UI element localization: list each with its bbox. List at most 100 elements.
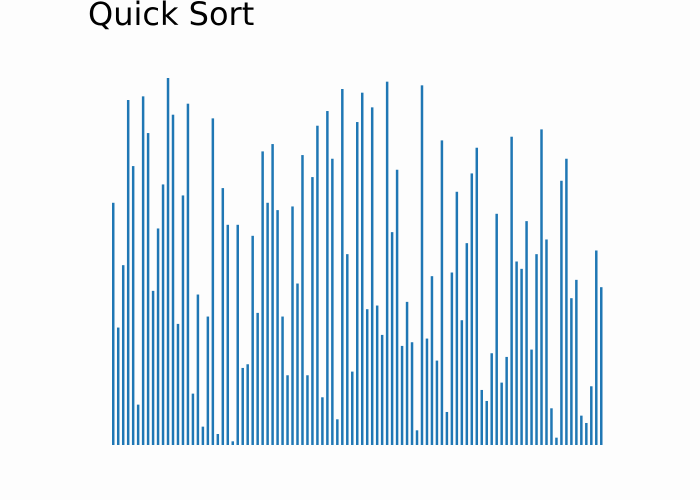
bar-48 (351, 371, 354, 445)
bar-10 (161, 184, 165, 445)
bar-4 (131, 166, 135, 445)
bar-77 (495, 213, 498, 445)
bar-11 (166, 78, 170, 445)
bar-63 (425, 338, 429, 445)
bar-78 (500, 382, 503, 445)
bar-90 (560, 180, 563, 445)
bar-12 (171, 114, 175, 445)
bar-27 (246, 364, 249, 445)
bar-70 (460, 320, 464, 445)
bar-57 (395, 169, 399, 445)
bar-82 (520, 268, 523, 445)
bar-38 (301, 155, 304, 445)
bar-75 (485, 400, 488, 445)
bar-0 (112, 202, 115, 445)
bar-69 (455, 191, 459, 445)
bar-14 (181, 195, 185, 445)
bar-19 (206, 316, 210, 445)
bar-47 (346, 254, 349, 445)
bar-58 (400, 345, 404, 445)
bars-group (112, 78, 603, 446)
bar-26 (241, 367, 244, 445)
bar-13 (176, 323, 180, 445)
bar-68 (450, 272, 454, 445)
bar-42 (321, 397, 324, 445)
bar-35 (286, 375, 289, 445)
bar-89 (555, 437, 558, 445)
bar-25 (236, 224, 239, 445)
bar-76 (490, 353, 493, 445)
bar-65 (435, 360, 439, 445)
bar-83 (525, 221, 528, 445)
bar-79 (505, 356, 508, 445)
bar-44 (331, 158, 334, 446)
bar-8 (151, 290, 155, 445)
bar-93 (575, 279, 578, 445)
bar-64 (430, 276, 434, 445)
bar-66 (440, 140, 444, 445)
bar-32 (271, 144, 274, 445)
bar-92 (570, 298, 573, 445)
bar-9 (156, 228, 160, 445)
bar-50 (360, 92, 364, 446)
chart-title: Quick Sort (88, 0, 255, 33)
bar-62 (420, 85, 424, 445)
bar-56 (390, 232, 394, 445)
bar-67 (445, 411, 449, 445)
bar-80 (510, 136, 513, 445)
bar-24 (231, 441, 235, 445)
bar-95 (585, 422, 588, 445)
bar-30 (261, 151, 264, 445)
bar-34 (281, 316, 284, 445)
bar-1 (116, 327, 120, 445)
bar-20 (211, 118, 215, 446)
bar-72 (470, 173, 474, 446)
bar-28 (251, 235, 254, 445)
bar-59 (405, 301, 409, 445)
bar-31 (266, 202, 269, 445)
bar-29 (256, 312, 259, 445)
bar-86 (540, 129, 543, 445)
bar-49 (356, 122, 359, 445)
bar-46 (341, 89, 344, 445)
bar-84 (530, 349, 533, 445)
bar-73 (475, 147, 479, 446)
bar-61 (415, 430, 419, 445)
bar-5 (136, 404, 140, 445)
bar-45 (336, 419, 339, 445)
bar-53 (375, 305, 379, 445)
bar-96 (590, 386, 593, 445)
bar-41 (316, 125, 319, 446)
bar-6 (141, 96, 145, 445)
bar-37 (296, 283, 299, 445)
bar-17 (196, 294, 200, 445)
bar-85 (535, 254, 538, 445)
bar-7 (146, 133, 150, 446)
bar-36 (291, 206, 294, 445)
bar-51 (365, 309, 369, 445)
bar-2 (121, 265, 125, 445)
bar-74 (480, 389, 483, 445)
bar-3 (126, 100, 130, 446)
bar-39 (306, 375, 309, 445)
bar-97 (595, 250, 598, 445)
bar-88 (550, 408, 553, 445)
bar-16 (191, 393, 195, 445)
bar-52 (370, 107, 374, 446)
bar-91 (565, 158, 568, 446)
bar-98 (600, 287, 603, 445)
bar-23 (226, 224, 230, 445)
bar-54 (380, 334, 384, 445)
bar-94 (580, 415, 583, 445)
bar-81 (515, 261, 518, 445)
bar-22 (221, 188, 225, 445)
bar-87 (545, 239, 548, 445)
bar-40 (311, 177, 314, 445)
bar-60 (410, 342, 414, 445)
bar-33 (276, 210, 279, 445)
bar-55 (385, 81, 389, 446)
bar-18 (201, 426, 205, 445)
bar-43 (326, 111, 329, 445)
bar-21 (216, 433, 220, 445)
